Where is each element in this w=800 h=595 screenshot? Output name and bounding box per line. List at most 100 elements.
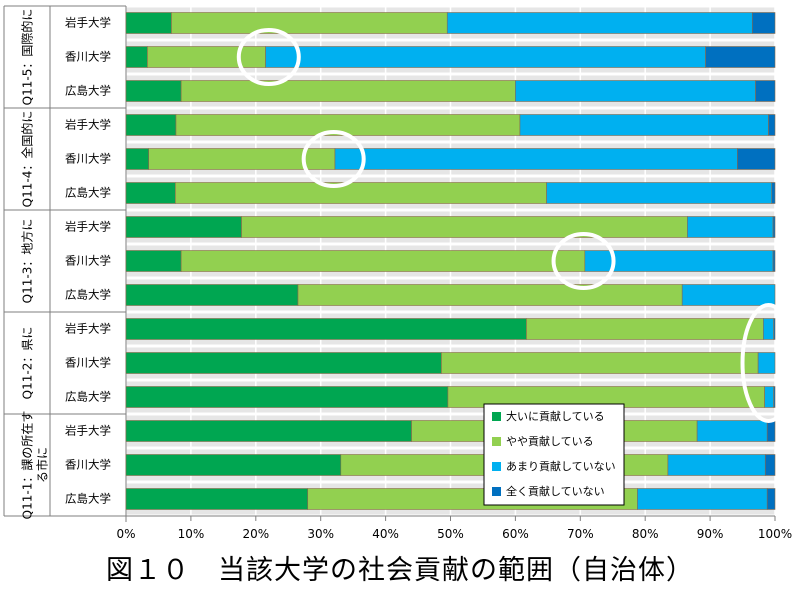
bar-segment bbox=[764, 386, 775, 408]
legend-label: あまり貢献していない bbox=[506, 459, 616, 473]
bar-segment bbox=[681, 284, 776, 306]
legend-swatch bbox=[492, 462, 501, 471]
bar-segment bbox=[757, 352, 776, 374]
bar-segment bbox=[772, 216, 776, 238]
group-label: Q11-5：国際的に bbox=[20, 9, 35, 106]
x-tick-label: 20% bbox=[242, 527, 269, 541]
university-label: 岩手大学 bbox=[65, 16, 111, 30]
university-label: 広島大学 bbox=[65, 84, 111, 98]
university-label: 岩手大学 bbox=[65, 118, 111, 132]
bar-segment bbox=[737, 148, 776, 170]
group-label-line: る市に bbox=[34, 447, 49, 483]
x-tick-label: 10% bbox=[178, 527, 205, 541]
bar-segment bbox=[441, 352, 759, 374]
bar-segment bbox=[334, 148, 738, 170]
legend-box bbox=[483, 403, 625, 506]
bar-segment bbox=[171, 12, 448, 34]
bar-segment bbox=[180, 80, 516, 102]
group-label-line: Q11-1：課の所在す bbox=[19, 411, 34, 520]
x-tick-label: 0% bbox=[116, 527, 135, 541]
university-label: 広島大学 bbox=[65, 186, 111, 200]
bar-segment bbox=[687, 216, 774, 238]
bar-segment bbox=[175, 114, 521, 136]
bar-segment bbox=[147, 46, 266, 68]
group-label: Q11-4：全国的に bbox=[20, 111, 35, 208]
bar-segment bbox=[766, 488, 776, 510]
x-tick-label: 40% bbox=[372, 527, 399, 541]
group-label: Q11-2：県に bbox=[21, 327, 35, 400]
bar-segment bbox=[515, 80, 756, 102]
bar-segment bbox=[764, 454, 776, 476]
university-label: 広島大学 bbox=[65, 288, 111, 302]
x-tick-label: 70% bbox=[567, 527, 594, 541]
highlight-circle bbox=[236, 28, 301, 86]
figure-caption: 図１０ 当該大学の社会貢献の範囲（自治体） bbox=[106, 555, 694, 586]
highlight-circle bbox=[740, 303, 797, 423]
legend-swatch bbox=[492, 437, 501, 446]
bar-segment bbox=[766, 420, 776, 442]
legend-swatch bbox=[492, 487, 501, 496]
x-tick-label: 100% bbox=[758, 527, 792, 541]
bar-segment bbox=[519, 114, 769, 136]
bar-segment bbox=[125, 216, 242, 238]
bar-segment bbox=[175, 182, 547, 204]
bar-segment bbox=[125, 488, 309, 510]
university-label: 香川大学 bbox=[65, 50, 111, 64]
bar-segment bbox=[125, 80, 182, 102]
university-label: 岩手大学 bbox=[65, 322, 111, 336]
bar-segment bbox=[751, 12, 776, 34]
highlight-circle bbox=[301, 130, 366, 188]
bar-segment bbox=[755, 80, 776, 102]
legend-label: やや貢献している bbox=[506, 434, 594, 448]
bar-segment bbox=[125, 114, 177, 136]
bar-segment bbox=[705, 46, 776, 68]
bar-segment bbox=[125, 454, 342, 476]
x-tick-label: 60% bbox=[502, 527, 529, 541]
bar-segment bbox=[125, 148, 150, 170]
university-label: 広島大学 bbox=[65, 492, 111, 506]
bar-segment bbox=[546, 182, 773, 204]
university-label: 広島大学 bbox=[65, 390, 111, 404]
bar-segment bbox=[667, 454, 766, 476]
bar-segment bbox=[772, 250, 776, 272]
legend-label: 全く貢献していない bbox=[506, 484, 605, 498]
legend-swatch bbox=[492, 412, 501, 421]
bar-segment bbox=[125, 352, 442, 374]
bar-segment bbox=[125, 284, 299, 306]
bar-segment bbox=[125, 182, 176, 204]
bar-segment bbox=[148, 148, 336, 170]
bar-segment bbox=[637, 488, 768, 510]
university-label: 香川大学 bbox=[65, 254, 111, 268]
bar-segment bbox=[125, 386, 449, 408]
bar-segment bbox=[773, 386, 776, 408]
legend-label: 大いに貢献している bbox=[506, 409, 605, 423]
university-label: 岩手大学 bbox=[65, 424, 111, 438]
university-label: 岩手大学 bbox=[65, 220, 111, 234]
group-label: Q11-1：課の所在する市に bbox=[19, 411, 49, 520]
bar-segment bbox=[768, 114, 776, 136]
bar-segment bbox=[297, 284, 683, 306]
bar-segment bbox=[125, 12, 172, 34]
bar-segment bbox=[526, 318, 764, 340]
bar-segment bbox=[446, 12, 753, 34]
bar-segment bbox=[773, 318, 776, 340]
bar-segment bbox=[125, 318, 527, 340]
bar-segment bbox=[125, 250, 182, 272]
bar-segment bbox=[125, 46, 148, 68]
group-label: Q11-3：地方に bbox=[20, 219, 35, 304]
x-tick-label: 80% bbox=[632, 527, 659, 541]
x-tick-label: 50% bbox=[437, 527, 464, 541]
bar-segment bbox=[241, 216, 688, 238]
bar-segment bbox=[125, 420, 412, 442]
bar-segment bbox=[771, 182, 776, 204]
university-label: 香川大学 bbox=[65, 458, 111, 472]
university-label: 香川大学 bbox=[65, 152, 111, 166]
x-tick-label: 30% bbox=[307, 527, 334, 541]
bar-segment bbox=[265, 46, 706, 68]
bar-segment bbox=[763, 318, 775, 340]
x-tick-label: 90% bbox=[697, 527, 724, 541]
bar-segment bbox=[180, 250, 586, 272]
university-label: 香川大学 bbox=[65, 356, 111, 370]
highlight-circle bbox=[551, 232, 616, 290]
